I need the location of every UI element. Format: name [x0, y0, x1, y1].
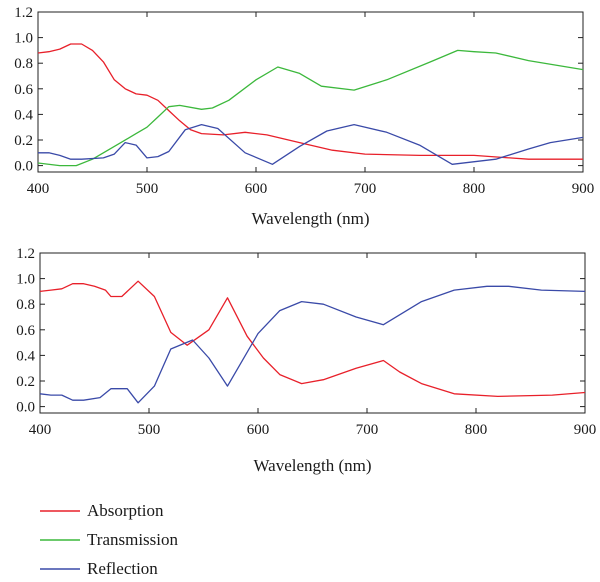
- reflection-line: [39, 285, 586, 404]
- y-tick-label: 0.0: [16, 400, 35, 416]
- absorption-line: [39, 280, 586, 398]
- plot-frame: [39, 252, 586, 414]
- x-tick-label: 800: [463, 181, 486, 197]
- x-tick-label: 600: [245, 181, 268, 197]
- x-tick-label: 900: [572, 181, 595, 197]
- y-tick-label: 0.4: [16, 348, 35, 364]
- y-tick-label: 0.8: [16, 297, 35, 313]
- x-tick-label: 900: [574, 422, 597, 438]
- x-axis-label: Wavelength (nm): [251, 209, 369, 228]
- legend-label: Transmission: [87, 530, 179, 549]
- legend-label: Absorption: [87, 501, 164, 520]
- absorption-line: [37, 43, 583, 160]
- y-tick-label: 1.0: [16, 272, 35, 288]
- x-tick-label: 400: [29, 422, 52, 438]
- y-tick-label: 1.2: [16, 246, 35, 262]
- y-tick-label: 0.2: [16, 374, 35, 390]
- plot-frame: [37, 11, 584, 173]
- x-tick-label: 500: [138, 422, 161, 438]
- y-tick-label: 0.6: [16, 323, 35, 339]
- legend-label: Reflection: [87, 559, 158, 578]
- chart-bottom: 400 500 600 700 800 900 0.0 0.2 0.4 0.6 0.8 1.0 1.2 W…: [16, 246, 596, 475]
- x-tick-label: 600: [247, 422, 270, 438]
- x-tick-label: 800: [465, 422, 488, 438]
- y-tick-label: 1.2: [14, 5, 33, 21]
- chart-top: 400 500 600 700 800 900 0.0 0.2 0.4 0.6 0.8 1.0 1.2 W…: [14, 5, 594, 228]
- y-tick-label: 0.2: [14, 133, 33, 149]
- x-tick-label: 700: [356, 422, 379, 438]
- y-tick-label: 0.0: [14, 159, 33, 175]
- reflection-line: [38, 123, 584, 165]
- y-tick-label: 0.6: [14, 82, 33, 98]
- legend: Absorption Transmission Reflection: [40, 501, 179, 578]
- y-tick-label: 1.0: [14, 31, 33, 47]
- x-tick-label: 500: [136, 181, 159, 197]
- x-tick-label: 700: [354, 181, 377, 197]
- x-tick-label: 400: [27, 181, 50, 197]
- y-tick-label: 0.8: [14, 56, 33, 72]
- x-axis-label: Wavelength (nm): [253, 456, 371, 475]
- transmission-line: [37, 49, 584, 167]
- y-tick-label: 0.4: [14, 107, 33, 123]
